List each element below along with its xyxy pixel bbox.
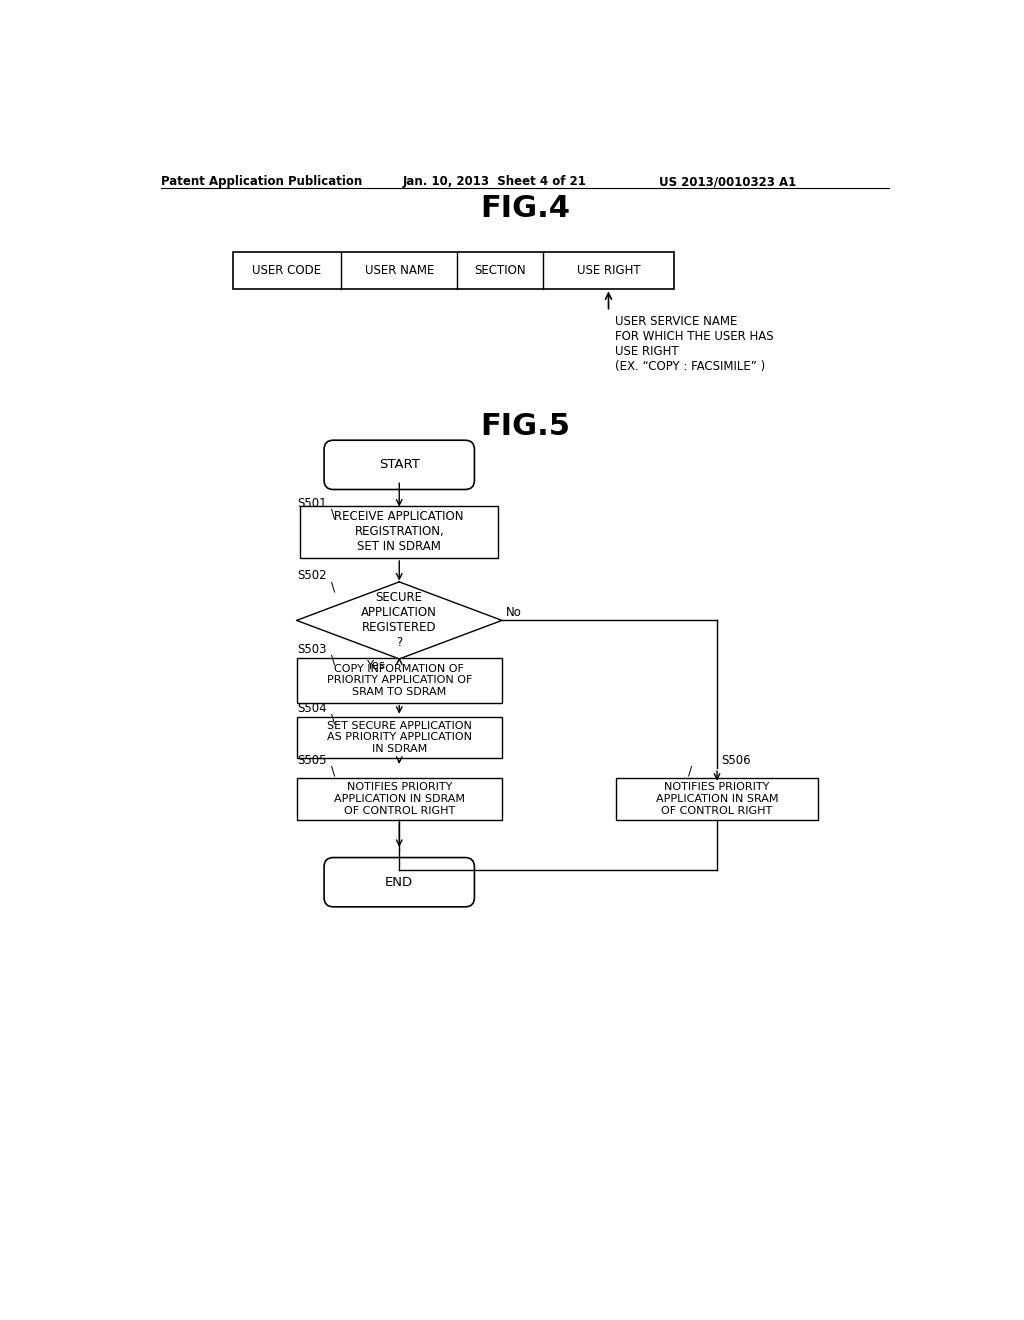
Text: S504: S504 <box>297 702 327 714</box>
Text: USER CODE: USER CODE <box>252 264 322 277</box>
Text: S501: S501 <box>297 496 327 510</box>
Text: \: \ <box>331 764 335 777</box>
Text: SECURE
APPLICATION
REGISTERED
?: SECURE APPLICATION REGISTERED ? <box>361 591 437 649</box>
Bar <box>232 252 675 289</box>
Text: S502: S502 <box>297 569 327 582</box>
Text: SET SECURE APPLICATION
AS PRIORITY APPLICATION
IN SDRAM: SET SECURE APPLICATION AS PRIORITY APPLI… <box>327 721 472 754</box>
Text: NOTIFIES PRIORITY
APPLICATION IN SDRAM
OF CONTROL RIGHT: NOTIFIES PRIORITY APPLICATION IN SDRAM O… <box>334 783 465 816</box>
Text: SECTION: SECTION <box>474 264 525 277</box>
Text: \: \ <box>331 579 335 593</box>
Bar <box>300 506 498 558</box>
Polygon shape <box>297 582 502 659</box>
Text: \: \ <box>331 508 335 520</box>
Text: Patent Application Publication: Patent Application Publication <box>161 176 361 189</box>
Text: \: \ <box>331 713 335 726</box>
Text: /: / <box>687 764 692 777</box>
Text: Yes: Yes <box>367 659 385 672</box>
Text: RECEIVE APPLICATION
REGISTRATION,
SET IN SDRAM: RECEIVE APPLICATION REGISTRATION, SET IN… <box>335 511 464 553</box>
Text: S505: S505 <box>297 754 327 767</box>
Text: COPY INFORMATION OF
PRIORITY APPLICATION OF
SRAM TO SDRAM: COPY INFORMATION OF PRIORITY APPLICATION… <box>327 664 472 697</box>
Text: START: START <box>379 458 420 471</box>
Text: S506: S506 <box>721 754 751 767</box>
Text: US 2013/0010323 A1: US 2013/0010323 A1 <box>658 176 796 189</box>
Bar <box>616 779 818 820</box>
Text: NOTIFIES PRIORITY
APPLICATION IN SRAM
OF CONTROL RIGHT: NOTIFIES PRIORITY APPLICATION IN SRAM OF… <box>655 783 778 816</box>
Bar <box>297 779 502 820</box>
Text: No: No <box>506 606 522 619</box>
Text: USER NAME: USER NAME <box>365 264 434 277</box>
Text: USER SERVICE NAME
FOR WHICH THE USER HAS
USE RIGHT
(EX. “COPY : FACSIMILE” ): USER SERVICE NAME FOR WHICH THE USER HAS… <box>614 315 773 374</box>
Text: FIG.4: FIG.4 <box>480 194 569 223</box>
Text: S503: S503 <box>297 643 327 656</box>
FancyBboxPatch shape <box>324 858 474 907</box>
Bar <box>297 659 502 702</box>
Text: Jan. 10, 2013  Sheet 4 of 21: Jan. 10, 2013 Sheet 4 of 21 <box>403 176 587 189</box>
Text: END: END <box>385 875 414 888</box>
Bar <box>297 717 502 758</box>
Text: FIG.5: FIG.5 <box>480 412 569 441</box>
Text: \: \ <box>331 653 335 667</box>
FancyBboxPatch shape <box>324 441 474 490</box>
Text: USE RIGHT: USE RIGHT <box>577 264 640 277</box>
